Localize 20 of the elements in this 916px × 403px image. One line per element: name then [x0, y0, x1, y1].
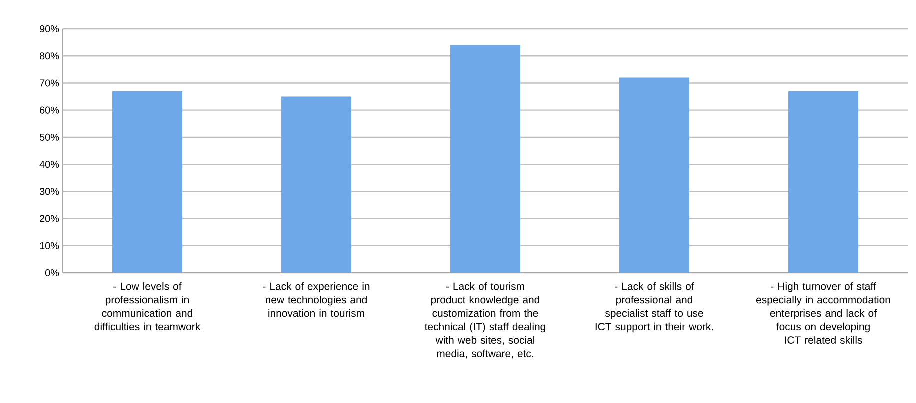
bar	[112, 91, 183, 273]
y-tick-label: 70%	[40, 80, 60, 87]
y-tick-label: 50%	[40, 134, 60, 141]
y-tick-label: 40%	[40, 161, 60, 168]
x-tick-label: - High turnover of staff especially in accommodation enterprises and lack of focus on developing ICT related skills	[756, 282, 890, 344]
bar	[450, 45, 521, 273]
y-tick-label: 10%	[40, 242, 60, 250]
x-tick-label: - Lack of experience in new technologies and innovation in tourism	[263, 282, 370, 318]
y-tick-label: 80%	[40, 52, 60, 60]
x-tick-label: - Lack of skills of professional and specialist staff to use ICT support in their work.	[596, 282, 714, 333]
y-tick-label: 20%	[40, 215, 60, 222]
y-tick-label: 30%	[40, 188, 60, 196]
bar	[620, 78, 690, 273]
y-tick-label: 60%	[40, 106, 60, 114]
y-tick-label: 90%	[40, 25, 60, 33]
bar	[788, 91, 859, 273]
x-tick-label: - Low levels of professionalism in communication and difficulties in teamwork	[94, 282, 201, 331]
bar	[282, 96, 352, 273]
x-tick-label: - Lack of tourism product knowledge and customization from the technical (IT) staff dealing with web sites, social media, software, etc.	[425, 282, 546, 359]
y-tick-label: 0%	[45, 269, 60, 277]
